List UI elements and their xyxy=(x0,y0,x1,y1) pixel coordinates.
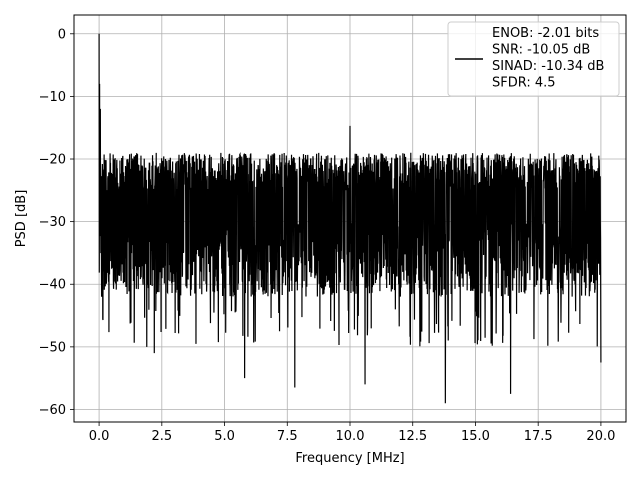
y-tick-label: −30 xyxy=(39,215,66,230)
y-tick-label: −60 xyxy=(39,403,66,418)
x-axis-label: Frequency [MHz] xyxy=(295,451,404,466)
legend-box xyxy=(447,21,620,97)
psd-line xyxy=(98,33,602,404)
x-tick-label: 2.5 xyxy=(151,429,172,444)
x-tick-label: 17.5 xyxy=(524,429,553,444)
legend-entry: ENOB: -2.01 bits xyxy=(492,26,599,41)
y-tick-label: −50 xyxy=(39,340,66,355)
y-tick-label: 0 xyxy=(58,27,66,42)
legend-entry: SFDR: 4.5 xyxy=(492,76,556,91)
data-area xyxy=(98,33,602,404)
x-tick-label: 20.0 xyxy=(586,429,615,444)
y-tick-label: −40 xyxy=(39,278,66,293)
x-tick-label: 12.5 xyxy=(398,429,427,444)
x-tick-label: 10.0 xyxy=(336,429,365,444)
x-tick-label: 15.0 xyxy=(461,429,490,444)
x-tick-label: 7.5 xyxy=(277,429,298,444)
axes: 0.0 2.5 5.0 7.5 10.0 12.5 15.0 17.5 20.0 0 −10 −20 −… xyxy=(39,14,627,444)
y-tick-label: −10 xyxy=(39,90,66,105)
x-tick-label: 0.0 xyxy=(89,429,110,444)
legend-entry: SNR: -10.05 dB xyxy=(492,43,590,58)
y-tick-label: −20 xyxy=(39,153,66,168)
legend-entry: SINAD: -10.34 dB xyxy=(492,59,604,74)
y-axis-label: PSD [dB] xyxy=(14,190,29,248)
x-tick-label: 5.0 xyxy=(214,429,235,444)
